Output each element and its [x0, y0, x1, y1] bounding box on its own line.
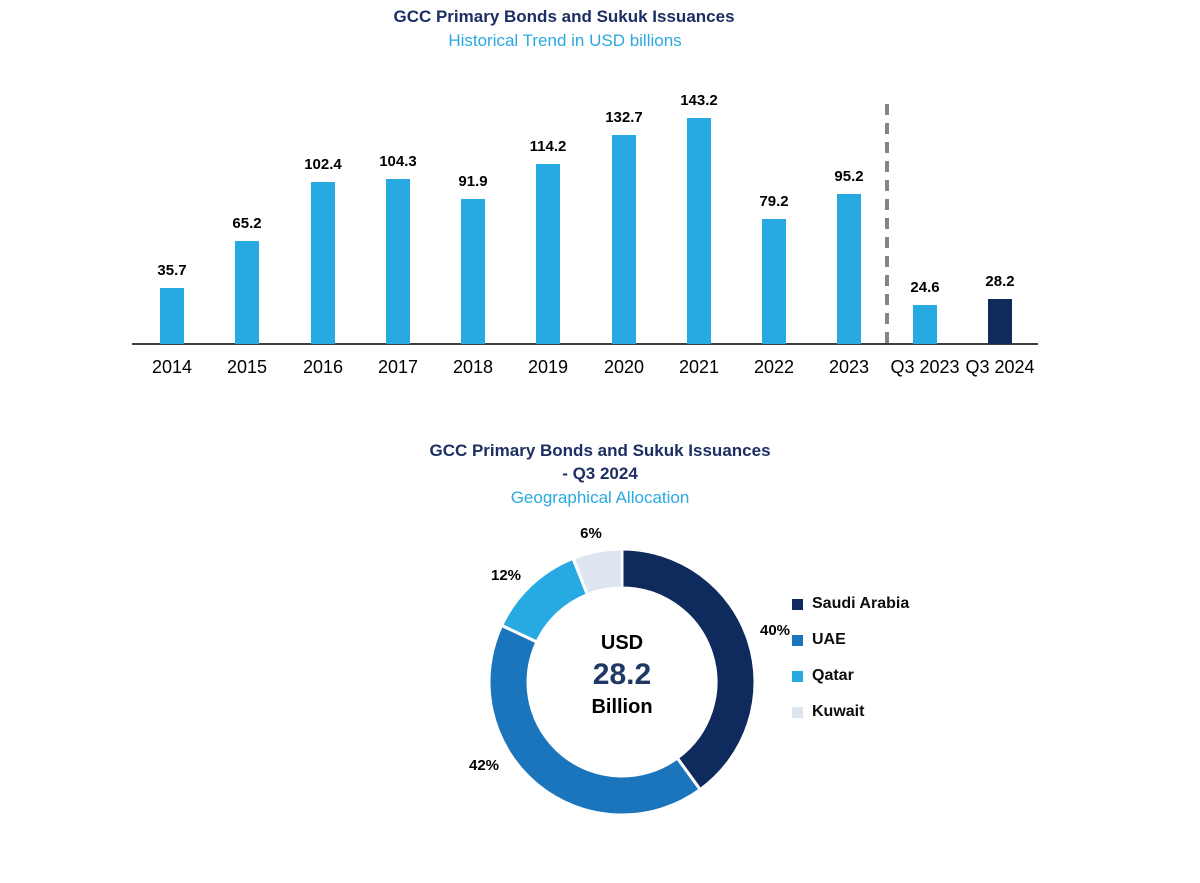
bar-q3-2024 [988, 299, 1012, 344]
x-axis-label-2022: 2022 [753, 357, 795, 377]
donut-slice-uae [487, 623, 703, 817]
bar-chart-plot-area: 35.7 2014 65.2 2015 102.4 2016 104.3 2017 91.9 20… [0, 0, 1200, 400]
bar-value-label-2014: 35.7 [157, 262, 187, 279]
x-axis-label-2016: 2016 [302, 357, 344, 377]
donut-center-unit: Billion [591, 696, 653, 718]
legend-item-saudi-arabia: Saudi Arabia [792, 594, 909, 614]
legend-marker-saudi-arabia [792, 598, 803, 610]
bar-2020 [612, 135, 636, 344]
bar-value-label-2022: 79.2 [759, 193, 789, 210]
donut-chart [487, 547, 757, 817]
bar-2015 [235, 241, 259, 344]
x-axis-label-2023: 2023 [828, 357, 870, 377]
donut-chart-subtitle: Geographical Allocation [510, 488, 690, 507]
donut-chart-title-line2: - Q3 2024 [562, 464, 638, 483]
pct-label-saudi-arabia: 40% [759, 622, 791, 639]
legend-marker-uae [792, 634, 803, 646]
legend-item-kuwait: Kuwait [792, 702, 909, 722]
pct-label-uae: 42% [468, 757, 500, 774]
x-axis-label-q3-2024: Q3 2024 [965, 357, 1035, 377]
bar-value-label-2021: 143.2 [680, 92, 718, 109]
bar-chart-title: GCC Primary Bonds and Sukuk Issuances [393, 7, 735, 26]
donut-chart-title-line1: GCC Primary Bonds and Sukuk Issuances [429, 441, 771, 460]
legend-item-uae: UAE [792, 630, 909, 650]
bar-q3-2023 [913, 305, 937, 344]
x-axis-label-2021: 2021 [678, 357, 720, 377]
bar-2023 [837, 194, 861, 344]
bar-value-label-q3-2023: 24.6 [910, 279, 940, 296]
legend-item-qatar: Qatar [792, 666, 909, 686]
bar-2014 [160, 288, 184, 344]
bar-2021 [687, 118, 711, 344]
bar-value-label-2017: 104.3 [379, 153, 417, 170]
bar-2019 [536, 164, 560, 344]
x-axis-label-q3-2023: Q3 2023 [890, 357, 960, 377]
legend-marker-qatar [792, 670, 803, 682]
bar-value-label-2016: 102.4 [304, 156, 342, 173]
x-axis-label-2018: 2018 [452, 357, 494, 377]
x-axis-label-2014: 2014 [151, 357, 193, 377]
bar-value-label-2018: 91.9 [458, 173, 488, 190]
legend-label-saudi-arabia: Saudi Arabia [812, 595, 910, 612]
legend-label-kuwait: Kuwait [812, 703, 865, 720]
x-axis-label-2020: 2020 [603, 357, 645, 377]
x-axis-line [132, 343, 1038, 345]
bar-value-label-2019: 114.2 [529, 138, 567, 155]
x-axis-label-2017: 2017 [377, 357, 419, 377]
donut-slice-kuwait [571, 547, 624, 597]
donut-center-value: 28.2 [592, 658, 652, 691]
donut-center-currency: USD [600, 632, 644, 654]
pct-label-kuwait: 6% [580, 525, 602, 542]
x-axis-label-2019: 2019 [527, 357, 569, 377]
bar-2018 [461, 199, 485, 344]
legend-label-uae: UAE [812, 631, 846, 648]
pct-label-qatar: 12% [490, 567, 522, 584]
bar-2017 [386, 179, 410, 344]
bar-2016 [311, 182, 335, 344]
bar-value-label-2015: 65.2 [232, 215, 262, 232]
x-axis-label-2015: 2015 [226, 357, 268, 377]
legend-label-qatar: Qatar [812, 667, 854, 684]
donut-legend: Saudi Arabia UAE Qatar Kuwait [792, 594, 909, 722]
bar-2022 [762, 219, 786, 344]
bar-value-label-2023: 95.2 [834, 168, 864, 185]
bar-value-label-q3-2024: 28.2 [985, 273, 1015, 290]
legend-marker-kuwait [792, 706, 803, 718]
period-separator-dashed-line [885, 104, 889, 344]
donut-slice-saudi-arabia [620, 547, 757, 792]
bar-value-label-2020: 132.7 [605, 109, 643, 126]
bar-chart-subtitle: Historical Trend in USD billions [448, 31, 682, 50]
